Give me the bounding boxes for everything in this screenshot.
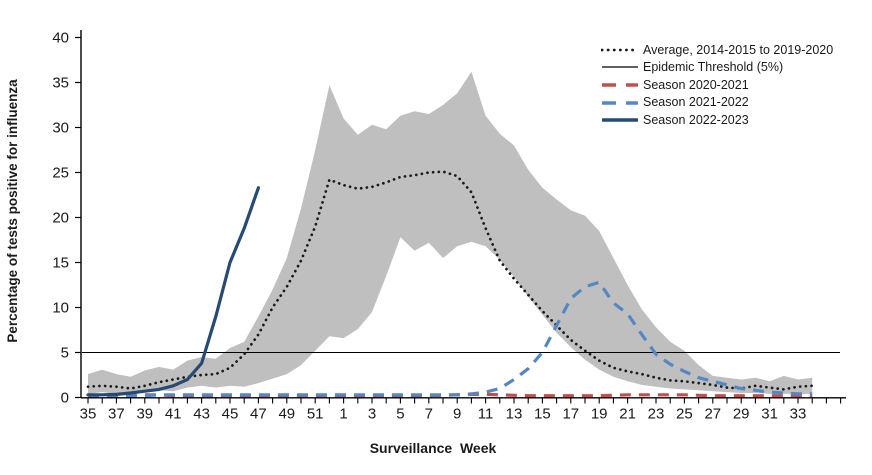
legend-label: Season 2021-2022 [643,95,749,110]
x-tick-label: 5 [396,406,404,423]
x-tick-label: 23 [648,406,665,423]
y-tick-label: 0 [61,390,69,407]
legend-swatch-season-2020-2021-dashed-line [602,83,638,87]
y-tick-label: 10 [52,300,69,317]
legend-swatch-season-2022-2023-solid-line [602,118,638,122]
legend-label: Season 2020-2021 [643,77,749,92]
y-tick-label: 20 [52,210,69,227]
x-tick-label: 7 [425,406,433,423]
x-tick-label: 29 [733,406,750,423]
y-tick-label: 40 [52,30,69,47]
legend-item-average: Average, 2014-2015 to 2019-2020 [601,41,833,59]
x-tick-label: 15 [534,406,551,423]
x-tick-label: 11 [478,406,494,423]
x-tick-label: 39 [136,406,153,423]
legend-label: Average, 2014-2015 to 2019-2020 [643,42,834,57]
season-2022-2023-line [86,186,260,397]
y-tick-label: 15 [52,255,69,272]
y-tick-label: 5 [61,345,69,362]
x-axis-title: Surveillance Week [369,440,497,456]
legend-label: Epidemic Threshold (5%) [643,60,784,75]
y-axis-title: Percentage of tests positive for influen… [5,79,20,343]
legend-item-season-2022-2023: Season 2022-2023 [601,111,833,129]
x-tick-label: 21 [619,406,636,423]
x-tick-label: 25 [676,406,693,423]
x-tick-label: 51 [307,406,324,423]
x-tick-label: 19 [591,406,608,423]
x-tick-label: 37 [108,406,125,423]
x-tick-label: 49 [278,406,295,423]
x-tick-label: 27 [704,406,721,423]
season-2021-2022-line [88,280,813,398]
y-tick-label: 35 [52,75,69,92]
legend-swatch-threshold-line [602,66,638,68]
x-tick-label: 1 [339,406,347,423]
y-tick-label: 30 [52,120,69,137]
average-line [86,170,814,391]
legend-item-season-2021-2022: Season 2021-2022 [601,94,833,112]
legend-item-epidemic-threshold: Epidemic Threshold (5%) [601,59,833,77]
y-tick-label: 25 [52,165,69,182]
legend-label: Season 2022-2023 [643,112,749,127]
x-tick-label: 3 [368,406,376,423]
x-tick-label: 31 [761,406,778,423]
x-tick-label: 41 [165,406,182,423]
legend: Average, 2014-2015 to 2019-2020 Epidemic… [601,41,833,129]
x-tick-label: 17 [562,406,579,423]
legend-item-season-2020-2021: Season 2020-2021 [601,76,833,94]
x-tick-label: 33 [790,406,807,423]
x-tick-label: 13 [506,406,523,423]
x-tick-label: 45 [222,406,239,423]
x-tick-label: 43 [193,406,210,423]
x-tick-label: 9 [453,406,461,423]
x-tick-label: 35 [80,406,97,423]
legend-swatch-season-2021-2022-dashed-line [602,100,638,105]
legend-swatch-average-dotted-line [601,48,639,52]
x-tick-label: 47 [250,406,267,423]
